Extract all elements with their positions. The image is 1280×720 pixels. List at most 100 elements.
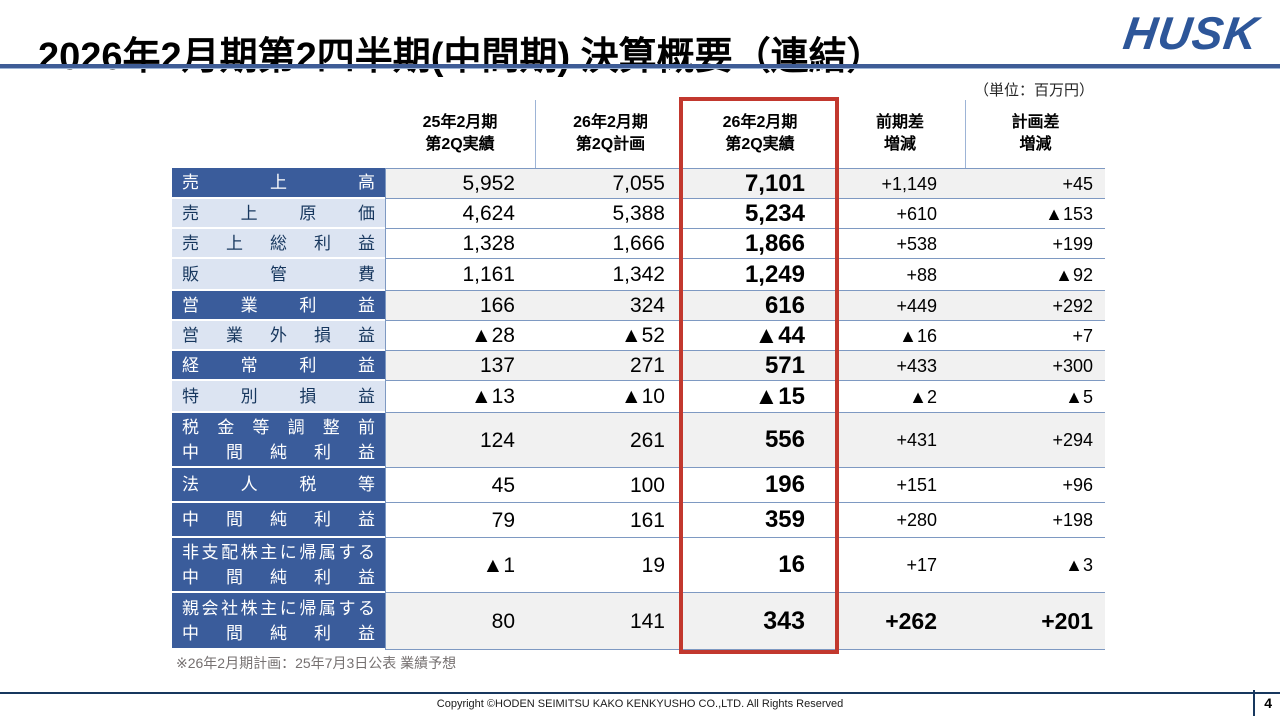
value-cell: +88 bbox=[835, 259, 965, 291]
row-label: 中間純利益 bbox=[172, 503, 385, 538]
row-label: 売上高 bbox=[172, 168, 385, 199]
table-header-row: 25年2月期 第2Q実績 26年2月期 第2Q計画 26年2月期 第2Q実績 前期差 増減 計画… bbox=[172, 100, 1105, 168]
row-label: 非支配株主に帰属する 中間純利益 bbox=[172, 538, 385, 593]
value-cell: ▲13 bbox=[385, 381, 535, 413]
value-cell: 80 bbox=[385, 593, 535, 650]
value-cell: 196 bbox=[685, 468, 835, 503]
row-label: 特別損益 bbox=[172, 381, 385, 413]
page-number: 4 bbox=[1264, 695, 1272, 711]
table-row: 経常利益 137 271 571 +433 +300 bbox=[172, 351, 1105, 381]
value-cell: 4,624 bbox=[385, 199, 535, 229]
value-cell: 141 bbox=[535, 593, 685, 650]
value-cell: ▲28 bbox=[385, 321, 535, 351]
value-cell: +1,149 bbox=[835, 168, 965, 199]
value-cell: ▲3 bbox=[965, 538, 1105, 593]
value-cell: 324 bbox=[535, 291, 685, 321]
table-row: 売上総利益 1,328 1,666 1,866 +538 +199 bbox=[172, 229, 1105, 259]
value-cell: 616 bbox=[685, 291, 835, 321]
value-cell: 5,234 bbox=[685, 199, 835, 229]
column-header-5: 計画差 増減 bbox=[965, 100, 1105, 168]
value-cell: 100 bbox=[535, 468, 685, 503]
copyright: Copyright ©HODEN SEIMITSU KAKO KENKYUSHO… bbox=[436, 698, 844, 710]
value-cell: +294 bbox=[965, 413, 1105, 468]
value-cell: 271 bbox=[535, 351, 685, 381]
row-label: 営業利益 bbox=[172, 291, 385, 321]
row-label: 経常利益 bbox=[172, 351, 385, 381]
value-cell: ▲153 bbox=[965, 199, 1105, 229]
value-cell: ▲15 bbox=[685, 381, 835, 413]
value-cell: +262 bbox=[835, 593, 965, 650]
unit-note: （単位：百万円） bbox=[973, 82, 1094, 99]
row-label: 売上総利益 bbox=[172, 229, 385, 259]
value-cell: 7,055 bbox=[535, 168, 685, 199]
value-cell: ▲1 bbox=[385, 538, 535, 593]
column-header-3: 26年2月期 第2Q実績 bbox=[722, 114, 798, 153]
row-label: 税金等調整前 中間純利益 bbox=[172, 413, 385, 468]
financial-table: 25年2月期 第2Q実績 26年2月期 第2Q計画 26年2月期 第2Q実績 前期差 増減 計画… bbox=[172, 100, 1105, 650]
value-cell: +201 bbox=[965, 593, 1105, 650]
footnote: ※26年2月期計画：25年7月3日公表 業績予想 bbox=[176, 655, 457, 671]
column-header-2: 26年2月期 第2Q計画 bbox=[535, 100, 685, 168]
value-cell: +431 bbox=[835, 413, 965, 468]
table-row: 税金等調整前 中間純利益 124 261 556 +431 +294 bbox=[172, 413, 1105, 468]
value-cell: +199 bbox=[965, 229, 1105, 259]
table-row: 非支配株主に帰属する 中間純利益 ▲1 19 16 +17 ▲3 bbox=[172, 538, 1105, 593]
table-row: 営業利益 166 324 616 +449 +292 bbox=[172, 291, 1105, 321]
value-cell: 19 bbox=[535, 538, 685, 593]
value-cell: +300 bbox=[965, 351, 1105, 381]
row-label: 法人税等 bbox=[172, 468, 385, 503]
value-cell: 1,328 bbox=[385, 229, 535, 259]
value-cell: 137 bbox=[385, 351, 535, 381]
value-cell: 1,342 bbox=[535, 259, 685, 291]
value-cell: 1,249 bbox=[685, 259, 835, 291]
value-cell: +7 bbox=[965, 321, 1105, 351]
row-label: 親会社株主に帰属する 中間純利益 bbox=[172, 593, 385, 650]
company-logo: HUSK bbox=[1120, 7, 1262, 59]
value-cell: 5,388 bbox=[535, 199, 685, 229]
value-cell: 79 bbox=[385, 503, 535, 538]
value-cell: +538 bbox=[835, 229, 965, 259]
value-cell: +610 bbox=[835, 199, 965, 229]
value-cell: +198 bbox=[965, 503, 1105, 538]
page-title: 2026年2月期第2四半期(中間期) 決算概要（連結） bbox=[38, 36, 885, 79]
table-row: 親会社株主に帰属する 中間純利益 80 141 343 +262 +201 bbox=[172, 593, 1105, 650]
value-cell: ▲52 bbox=[535, 321, 685, 351]
value-cell: +96 bbox=[965, 468, 1105, 503]
table-row: 法人税等 45 100 196 +151 +96 bbox=[172, 468, 1105, 503]
table-corner-cell bbox=[172, 100, 385, 168]
value-cell: ▲10 bbox=[535, 381, 685, 413]
value-cell: 1,866 bbox=[685, 229, 835, 259]
value-cell: 556 bbox=[685, 413, 835, 468]
value-cell: +151 bbox=[835, 468, 965, 503]
value-cell: 166 bbox=[385, 291, 535, 321]
table-row: 特別損益 ▲13 ▲10 ▲15 ▲2 ▲5 bbox=[172, 381, 1105, 413]
value-cell: +280 bbox=[835, 503, 965, 538]
value-cell: 45 bbox=[385, 468, 535, 503]
table-row: 販管費 1,161 1,342 1,249 +88 ▲92 bbox=[172, 259, 1105, 291]
value-cell: 1,666 bbox=[535, 229, 685, 259]
value-cell: ▲92 bbox=[965, 259, 1105, 291]
column-header-1: 25年2月期 第2Q実績 bbox=[422, 114, 498, 153]
row-label: 営業外損益 bbox=[172, 321, 385, 351]
value-cell: 261 bbox=[535, 413, 685, 468]
page-number-block: 4 bbox=[1253, 690, 1272, 716]
value-cell: +17 bbox=[835, 538, 965, 593]
value-cell: 16 bbox=[685, 538, 835, 593]
page-number-divider bbox=[1253, 690, 1256, 716]
value-cell: 359 bbox=[685, 503, 835, 538]
value-cell: ▲16 bbox=[835, 321, 965, 351]
value-cell: +45 bbox=[965, 168, 1105, 199]
value-cell: 571 bbox=[685, 351, 835, 381]
value-cell: +433 bbox=[835, 351, 965, 381]
table-row: 売上高 5,952 7,055 7,101 +1,149 +45 bbox=[172, 168, 1105, 199]
value-cell: +292 bbox=[965, 291, 1105, 321]
value-cell: ▲2 bbox=[835, 381, 965, 413]
value-cell: 1,161 bbox=[385, 259, 535, 291]
row-label: 売上原価 bbox=[172, 199, 385, 229]
value-cell: 7,101 bbox=[685, 168, 835, 199]
column-header-4: 前期差 増減 bbox=[875, 114, 924, 153]
value-cell: 5,952 bbox=[385, 168, 535, 199]
value-cell: +449 bbox=[835, 291, 965, 321]
value-cell: ▲44 bbox=[685, 321, 835, 351]
value-cell: 161 bbox=[535, 503, 685, 538]
